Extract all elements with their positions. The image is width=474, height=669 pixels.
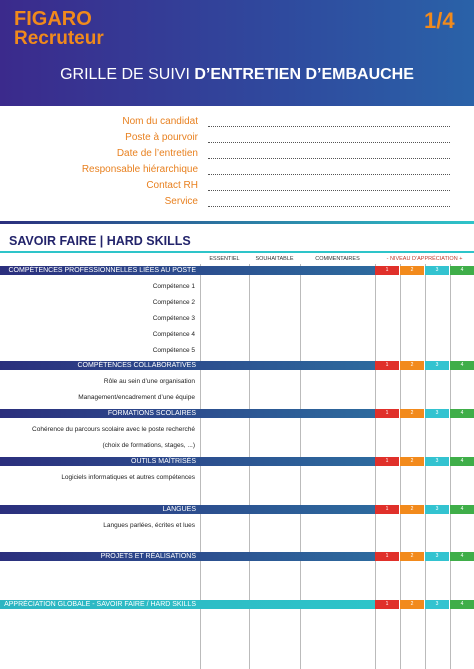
level-cell: 2: [400, 266, 424, 275]
section-bar-title: PROJETS ET RÉALISATIONS: [100, 553, 196, 560]
section-bar-title: FORMATIONS SCOLAIRES: [107, 410, 196, 417]
field-line: [208, 174, 450, 175]
column-line: [400, 264, 401, 669]
field-line: [208, 206, 450, 207]
row-label: (choix de formations, stages, ...): [102, 442, 195, 449]
level-cell: 2: [400, 361, 424, 370]
brand-top: FIGARO: [14, 8, 92, 30]
level-cell: 2: [400, 600, 424, 609]
section-bar: COMPÉTENCES COLLABORATIVES: [0, 361, 375, 370]
level-cell: 1: [375, 552, 399, 561]
row-label: Compétence 4: [152, 331, 195, 338]
row-label: Compétence 5: [152, 347, 195, 354]
level-cell: 4: [450, 552, 474, 561]
level-cell: 3: [425, 457, 449, 466]
level-cell: 4: [450, 409, 474, 418]
section-title: SAVOIR FAIRE | HARD SKILLS: [9, 234, 191, 248]
level-cell: 3: [425, 266, 449, 275]
column-line: [300, 264, 301, 669]
section-bar-title: OUTILS MAÎTRISÉS: [131, 458, 196, 465]
level-cell: 3: [425, 361, 449, 370]
row-label: Compétence 2: [152, 299, 195, 306]
field-label: Responsable hiérarchique: [81, 164, 198, 175]
section-bar: PROJETS ET RÉALISATIONS: [0, 552, 375, 561]
section-bar: COMPÉTENCES PROFESSIONNELLES LIÉES AU PO…: [0, 266, 375, 275]
column-header: COMMENTAIRES: [315, 256, 360, 262]
column-header: ESSENTIEL: [209, 256, 240, 262]
field-line: [208, 142, 450, 143]
row-label: Langues parlées, écrites et lues: [103, 522, 195, 529]
section-bar: APPRÉCIATION GLOBALE - SAVOIR FAIRE / HA…: [0, 600, 375, 609]
title: GRILLE DE SUIVI D’ENTRETIEN D’EMBAUCHE: [0, 66, 474, 84]
level-cell: 1: [375, 600, 399, 609]
level-cell: 1: [375, 266, 399, 275]
row-label: Compétence 1: [152, 283, 195, 290]
level-cell: 1: [375, 505, 399, 514]
level-cell: 3: [425, 552, 449, 561]
column-header: SOUHAITABLE: [255, 256, 294, 262]
brand-bottom: Recruteur: [14, 28, 104, 49]
level-cell: 4: [450, 505, 474, 514]
page-number: 1/4: [424, 8, 455, 33]
row-label: Cohérence du parcours scolaire avec le p…: [32, 426, 195, 433]
row-label: Rôle au sein d’une organisation: [103, 378, 195, 385]
level-cell: 3: [425, 600, 449, 609]
section-bar-title: APPRÉCIATION GLOBALE - SAVOIR FAIRE / HA…: [4, 601, 196, 608]
field-label: Poste à pourvoir: [125, 132, 198, 143]
column-line: [450, 264, 451, 669]
level-cell: 1: [375, 457, 399, 466]
section-underline: [0, 251, 474, 253]
column-line: [200, 264, 201, 669]
section-bar-title: COMPÉTENCES COLLABORATIVES: [77, 362, 196, 369]
field-label: Nom du candidat: [122, 116, 198, 127]
field-label: Date de l’entretien: [116, 148, 198, 159]
field-line: [208, 158, 450, 159]
level-cell: 3: [425, 409, 449, 418]
level-cell: 1: [375, 361, 399, 370]
level-cell: 3: [425, 505, 449, 514]
column-line: [375, 264, 376, 669]
level-cell: 4: [450, 457, 474, 466]
column-header: - NIVEAU D’APPRÉCIATION +: [386, 256, 463, 262]
field-line: [208, 126, 450, 127]
field-label: Service: [164, 196, 198, 207]
section-bar-title: LANGUES: [162, 506, 196, 513]
row-label: Management/encadrement d’une équipe: [78, 394, 195, 401]
row-label: Logiciels informatiques et autres compét…: [61, 474, 195, 481]
section-bar: OUTILS MAÎTRISÉS: [0, 457, 375, 466]
section-bar: LANGUES: [0, 505, 375, 514]
row-label: Compétence 3: [152, 315, 195, 322]
section-bar: FORMATIONS SCOLAIRES: [0, 409, 375, 418]
column-line: [249, 264, 250, 669]
level-cell: 2: [400, 505, 424, 514]
title-bold: D’ENTRETIEN D’EMBAUCHE: [194, 66, 414, 83]
level-cell: 4: [450, 266, 474, 275]
level-cell: 2: [400, 552, 424, 561]
header-band: [0, 0, 474, 106]
section-bar-title: COMPÉTENCES PROFESSIONNELLES LIÉES AU PO…: [8, 267, 197, 274]
title-light: GRILLE DE SUIVI: [60, 66, 195, 83]
divider: [0, 221, 474, 224]
level-cell: 4: [450, 600, 474, 609]
level-cell: 1: [375, 409, 399, 418]
level-cell: 2: [400, 409, 424, 418]
level-cell: 4: [450, 361, 474, 370]
level-cell: 2: [400, 457, 424, 466]
field-line: [208, 190, 450, 191]
field-label: Contact RH: [146, 180, 198, 191]
column-line: [425, 264, 426, 669]
